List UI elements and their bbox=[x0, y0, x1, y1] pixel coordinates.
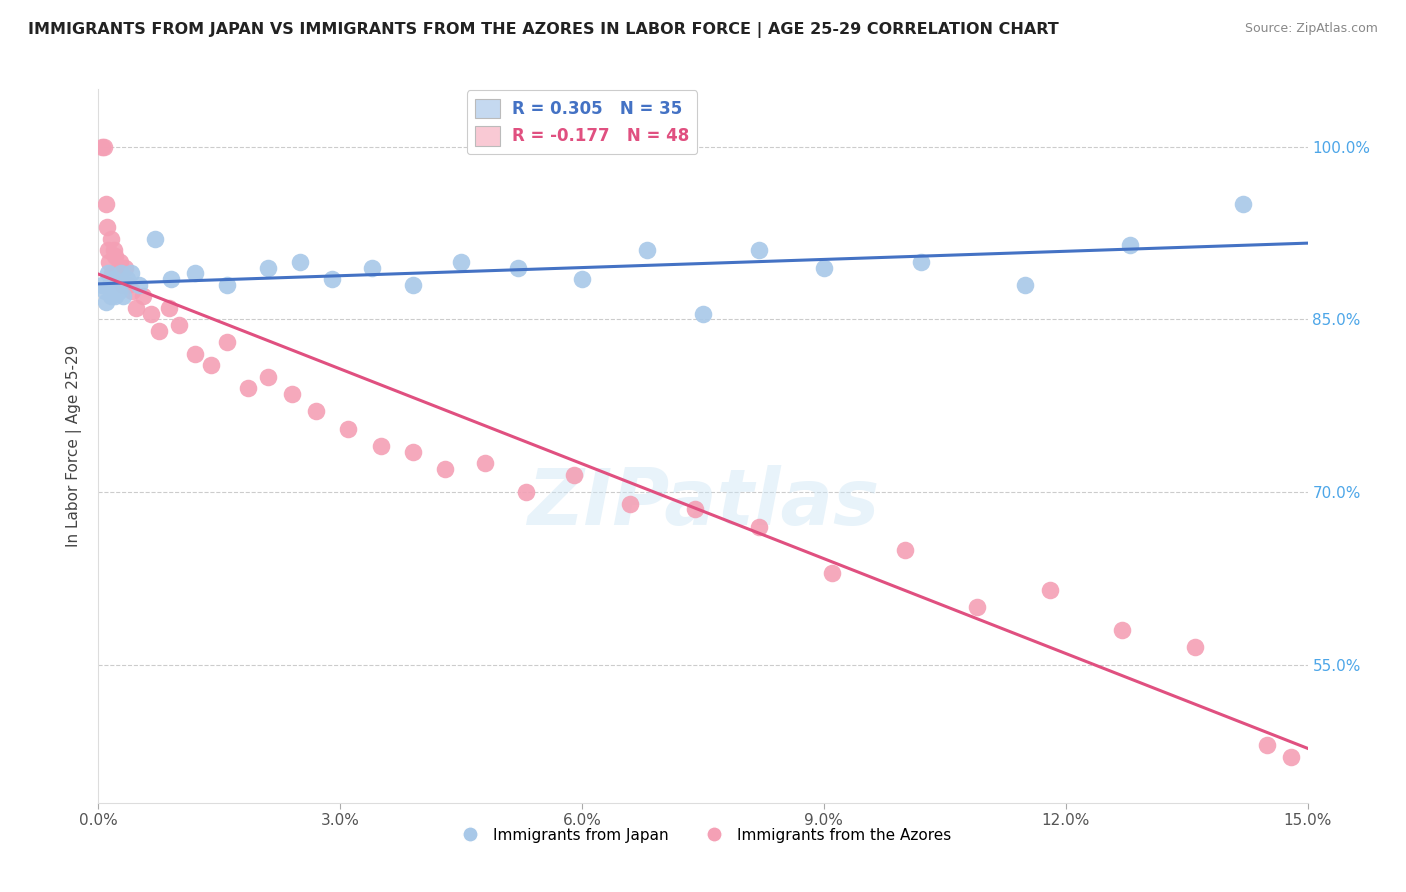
Point bbox=[91, 277, 114, 292]
Point bbox=[132, 289, 155, 303]
Point bbox=[288, 255, 311, 269]
Text: ZIPatlas: ZIPatlas bbox=[527, 465, 879, 541]
Point bbox=[910, 255, 932, 269]
Point bbox=[148, 324, 170, 338]
Point bbox=[94, 284, 117, 298]
Point bbox=[105, 277, 128, 292]
Point bbox=[434, 462, 457, 476]
Point bbox=[1014, 277, 1036, 292]
Point bbox=[305, 404, 328, 418]
Point bbox=[114, 260, 136, 275]
Point bbox=[107, 272, 129, 286]
Point bbox=[236, 381, 259, 395]
Point bbox=[200, 359, 222, 373]
Point bbox=[97, 255, 120, 269]
Point bbox=[821, 566, 844, 580]
Point bbox=[1184, 640, 1206, 655]
Point bbox=[94, 197, 117, 211]
Point bbox=[402, 444, 425, 458]
Legend: Immigrants from Japan, Immigrants from the Azores: Immigrants from Japan, Immigrants from t… bbox=[449, 822, 957, 848]
Point bbox=[506, 260, 529, 275]
Point bbox=[117, 277, 139, 292]
Point bbox=[281, 387, 304, 401]
Point bbox=[571, 272, 593, 286]
Point bbox=[107, 284, 129, 298]
Point bbox=[562, 467, 585, 482]
Point bbox=[96, 220, 118, 235]
Point bbox=[1119, 237, 1142, 252]
Point bbox=[361, 260, 384, 275]
Point bbox=[474, 456, 496, 470]
Point bbox=[748, 244, 770, 258]
Point bbox=[120, 266, 142, 280]
Point bbox=[692, 307, 714, 321]
Point bbox=[893, 542, 915, 557]
Point bbox=[256, 260, 278, 275]
Point bbox=[139, 307, 162, 321]
Point bbox=[217, 277, 239, 292]
Point bbox=[160, 272, 183, 286]
Text: IMMIGRANTS FROM JAPAN VS IMMIGRANTS FROM THE AZORES IN LABOR FORCE | AGE 25-29 C: IMMIGRANTS FROM JAPAN VS IMMIGRANTS FROM… bbox=[28, 22, 1059, 38]
Point bbox=[1281, 749, 1303, 764]
Point bbox=[111, 289, 134, 303]
Point bbox=[515, 485, 537, 500]
Point bbox=[115, 272, 138, 286]
Point bbox=[1232, 197, 1254, 211]
Point bbox=[256, 370, 278, 384]
Point bbox=[402, 277, 425, 292]
Point bbox=[108, 255, 131, 269]
Point bbox=[748, 519, 770, 533]
Point bbox=[337, 422, 360, 436]
Point bbox=[101, 272, 124, 286]
Point bbox=[96, 295, 118, 310]
Point bbox=[184, 347, 207, 361]
Point bbox=[1256, 738, 1278, 752]
Point bbox=[121, 284, 143, 298]
Point bbox=[1039, 582, 1062, 597]
Point bbox=[97, 244, 120, 258]
Point bbox=[125, 301, 148, 315]
Point bbox=[683, 502, 706, 516]
Point bbox=[128, 277, 150, 292]
Point bbox=[93, 140, 115, 154]
Point bbox=[1111, 623, 1133, 637]
Point bbox=[103, 244, 125, 258]
Point bbox=[91, 140, 114, 154]
Point bbox=[104, 249, 127, 263]
Point bbox=[167, 318, 190, 333]
Point bbox=[370, 439, 392, 453]
Y-axis label: In Labor Force | Age 25-29: In Labor Force | Age 25-29 bbox=[66, 345, 83, 547]
Point bbox=[321, 272, 343, 286]
Point bbox=[450, 255, 472, 269]
Point bbox=[111, 277, 134, 292]
Text: Source: ZipAtlas.com: Source: ZipAtlas.com bbox=[1244, 22, 1378, 36]
Point bbox=[636, 244, 658, 258]
Point bbox=[103, 289, 125, 303]
Point bbox=[98, 277, 121, 292]
Point bbox=[966, 600, 988, 615]
Point bbox=[101, 266, 124, 280]
Point bbox=[97, 266, 120, 280]
Point bbox=[184, 266, 207, 280]
Point bbox=[619, 497, 641, 511]
Point bbox=[143, 232, 166, 246]
Point bbox=[100, 289, 122, 303]
Point bbox=[217, 335, 239, 350]
Point bbox=[100, 232, 122, 246]
Point bbox=[157, 301, 180, 315]
Point bbox=[110, 266, 132, 280]
Point bbox=[813, 260, 835, 275]
Point bbox=[105, 266, 128, 280]
